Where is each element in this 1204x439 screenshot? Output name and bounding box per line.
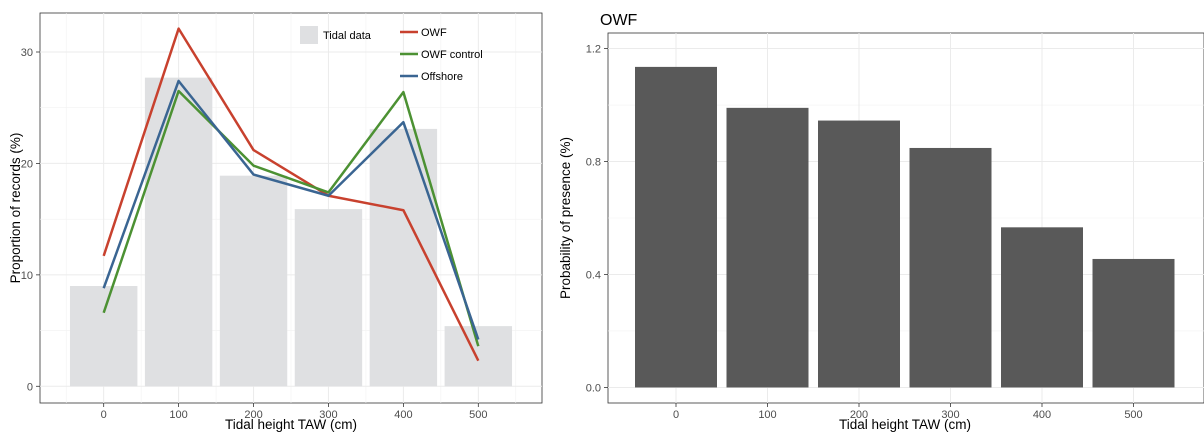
probability-bar (1001, 227, 1083, 388)
tidal-data-bar (144, 77, 213, 387)
y-tick-label: 0 (27, 381, 33, 393)
probability-bar (635, 66, 717, 388)
left-y-ticks: 0 10 20 30 (21, 47, 40, 393)
y-tick-label: 0.8 (586, 157, 601, 169)
x-tick-label: 100 (758, 409, 776, 421)
x-tick-label: 300 (319, 409, 337, 421)
right-y-axis-title: Probability of presence (%) (558, 137, 573, 299)
x-tick-label: 400 (1033, 409, 1051, 421)
y-tick-label: 1.2 (586, 44, 601, 56)
tidal-data-bar (219, 175, 288, 387)
series-line-owf-control (102, 89, 480, 347)
legend-label-offshore: Offshore (421, 71, 463, 83)
left-x-axis-title: Tidal height TAW (cm) (225, 417, 357, 432)
tidal-data-bar (444, 326, 513, 387)
probability-bar (726, 107, 809, 388)
probability-bar (909, 147, 992, 388)
x-tick-label: 200 (850, 409, 868, 421)
y-tick-label: 0.0 (586, 382, 601, 394)
y-tick-label: 20 (21, 158, 33, 170)
left-legend: Tidal data OWF OWF control Offshore (300, 26, 483, 83)
left-y-axis-title: Proportion of records (%) (8, 133, 23, 284)
left-lines (102, 27, 480, 362)
legend-key-tidal-data (300, 26, 318, 44)
x-tick-label: 300 (941, 409, 959, 421)
x-tick-label: 100 (169, 409, 187, 421)
right-bars (635, 66, 1175, 388)
x-tick-label: 500 (1124, 409, 1142, 421)
probability-bar (1092, 258, 1175, 388)
series-line-owf (102, 27, 480, 362)
tidal-data-bar (69, 286, 138, 387)
legend-label-tidal-data: Tidal data (323, 30, 372, 42)
left-x-ticks: 0 100 200 300 400 500 (101, 403, 487, 421)
right-y-ticks: 0.0 0.4 0.8 1.2 (586, 44, 608, 394)
x-tick-label: 200 (244, 409, 262, 421)
tidal-data-bar (294, 209, 363, 387)
x-tick-label: 0 (673, 409, 679, 421)
right-x-ticks: 0 100 200 300 400 500 (673, 403, 1143, 421)
right-panel-title: OWF (600, 12, 638, 29)
y-tick-label: 0.4 (586, 269, 601, 281)
x-tick-label: 400 (394, 409, 412, 421)
legend-label-owf-control: OWF control (421, 49, 483, 61)
y-tick-label: 10 (21, 270, 33, 282)
y-tick-label: 30 (21, 47, 33, 59)
x-tick-label: 0 (101, 409, 107, 421)
left-panel: 0 100 200 300 400 500 0 10 20 30 Tidal height TA… (8, 12, 543, 432)
left-gridlines (40, 13, 542, 403)
right-x-axis-title: Tidal height TAW (cm) (839, 417, 971, 432)
series-line-offshore (102, 79, 480, 340)
legend-label-owf: OWF (421, 27, 447, 39)
right-panel: OWF 0 100 200 300 400 500 0.0 0.4 0.8 1.2 Tidal … (558, 12, 1204, 432)
probability-bar (818, 120, 900, 388)
x-tick-label: 500 (469, 409, 487, 421)
